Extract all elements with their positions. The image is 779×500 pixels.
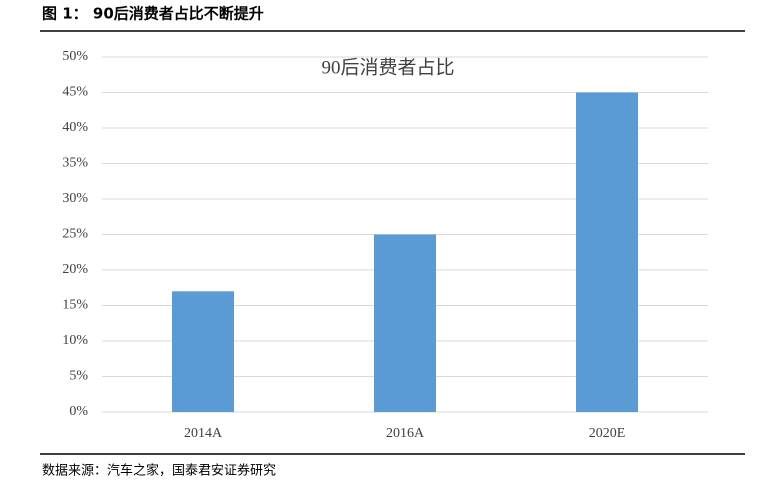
y-tick-label: 15% (62, 298, 88, 313)
bar (374, 234, 436, 412)
source-note: 数据来源：汽车之家，国泰君安证券研究 (42, 463, 276, 479)
y-tick-label: 35% (62, 156, 88, 171)
y-tick-label: 50% (62, 49, 88, 64)
bar (576, 92, 638, 412)
y-tick-label: 0% (69, 404, 88, 419)
y-tick-label: 20% (62, 262, 88, 277)
y-tick-label: 5% (69, 369, 88, 384)
x-tick-label: 2016A (386, 426, 425, 441)
y-tick-label: 30% (62, 191, 88, 206)
y-tick-label: 40% (62, 120, 88, 135)
y-tick-label: 45% (62, 85, 88, 100)
chart-title: 90后消费者占比 (321, 56, 454, 78)
x-tick-label: 2014A (184, 426, 223, 441)
y-tick-label: 25% (62, 227, 88, 242)
x-tick-label: 2020E (589, 426, 626, 441)
bar (172, 291, 234, 412)
figure-caption: 图 1： 90后消费者占比不断提升 (42, 5, 264, 23)
y-tick-label: 10% (62, 333, 88, 348)
